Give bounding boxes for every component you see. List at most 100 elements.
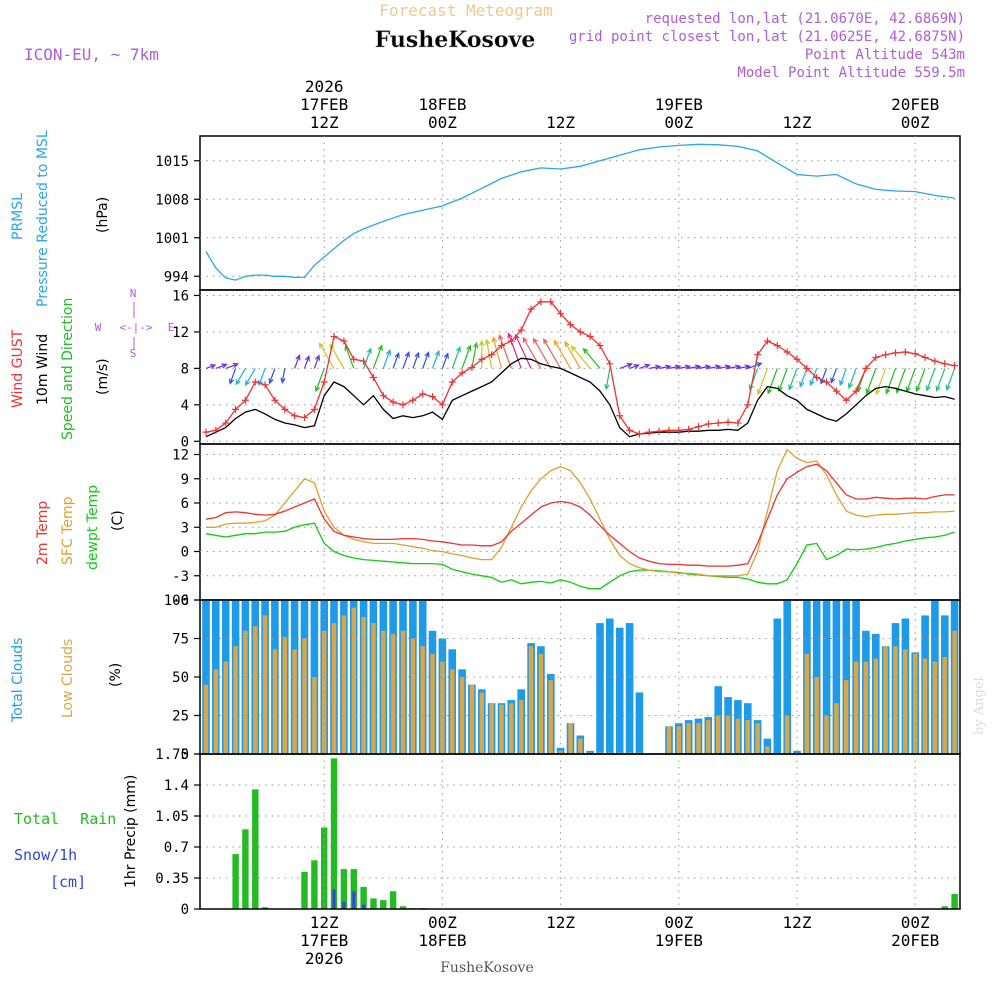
top-time-label: 20FEB [891, 95, 939, 114]
gust-marker [537, 298, 545, 306]
wind-arrow [737, 364, 751, 370]
top-time-label: 00Z [664, 113, 693, 132]
top-time-label: 2026 [305, 77, 344, 96]
gust-marker [882, 351, 890, 359]
total-cloud-bar [586, 750, 594, 754]
pressure-line [205, 143, 955, 281]
y-tick-label: 0.35 [155, 871, 189, 887]
wind-arrow [314, 368, 325, 393]
low-clouds-label: Low Clouds [60, 639, 76, 718]
wind-arrow [402, 351, 410, 369]
footer-location: FusheKosove [440, 960, 534, 976]
gust-marker [517, 326, 525, 334]
temp-2m-line [205, 463, 955, 567]
top-time-label: 12Z [310, 113, 339, 132]
gust-marker [212, 426, 220, 434]
gust-marker [241, 396, 249, 404]
low-cloud-bar [538, 653, 544, 754]
low-cloud-bar [676, 726, 681, 754]
top-time-label: 00Z [901, 113, 930, 132]
gust-marker [271, 396, 279, 404]
low-cloud-bar [361, 616, 366, 754]
compass-n: N [130, 287, 137, 300]
y-tick-label: 100 [164, 593, 189, 609]
temp-sfc-label: SFC Temp [60, 496, 76, 565]
low-cloud-bar [568, 723, 573, 754]
gust-marker [665, 426, 673, 434]
gust-marker [498, 342, 505, 350]
pressure-y-ticks: 994 1001 1008 1015 [155, 154, 200, 285]
wind-arrow [830, 368, 837, 384]
low-cloud-bar [735, 718, 741, 754]
wind-arrow [235, 368, 246, 386]
wind-speed-label: 10m Wind [35, 334, 51, 405]
low-cloud-bar [942, 657, 947, 754]
gust-marker [714, 419, 722, 427]
low-cloud-bar [765, 746, 770, 754]
rain-bar [242, 829, 249, 909]
gust-marker [301, 414, 308, 422]
wind-arrow [318, 342, 335, 369]
wind-arrow [698, 364, 712, 370]
gust-marker [429, 393, 437, 401]
gust-marker [823, 378, 831, 386]
low-cloud-bar [755, 723, 760, 754]
temperature-panel: -6 -3 0 3 6 9 12 2m Temp SFC Temp dewpt Temp (… [35, 443, 961, 609]
low-cloud-bar [262, 615, 268, 754]
bottom-time-label: 2026 [305, 949, 344, 968]
gust-marker [320, 378, 328, 386]
wind-arrow [629, 364, 640, 370]
wind-arrow [498, 334, 512, 369]
gust-marker [350, 355, 358, 363]
snow-bar [332, 889, 336, 909]
wind-arrow [639, 363, 651, 369]
gust-marker [744, 401, 752, 409]
gust-marker [399, 401, 407, 409]
low-cloud-bar [331, 623, 337, 754]
wind-arrow [799, 368, 808, 388]
wind-arrow [727, 364, 742, 370]
wind-arrow [461, 344, 472, 369]
total-rain-legend: Total Rain [14, 810, 116, 828]
requested-coords: requested lon,lat (21.0670E, 42.6869N) [645, 11, 965, 27]
y-tick-label: 1008 [155, 192, 189, 208]
rain-bar [261, 907, 269, 909]
total-cloud-bar [615, 627, 624, 754]
gust-marker [419, 390, 427, 398]
y-tick-label: 9 [181, 472, 189, 488]
gust-marker [773, 342, 781, 350]
temp-unit: (C) [110, 510, 126, 531]
wind-arrow [313, 354, 321, 369]
wind-arrow [688, 364, 702, 370]
gust-marker [911, 350, 919, 358]
top-time-label: 12Z [783, 113, 812, 132]
y-tick-label: 0 [181, 545, 189, 561]
wind-arrow [225, 362, 239, 369]
y-tick-label: 4 [181, 398, 189, 414]
snow-bar [352, 891, 356, 909]
wind-arrow [507, 332, 522, 369]
wind-arrow [718, 364, 732, 370]
low-cloud-bar [509, 703, 514, 754]
wind-arrow [809, 368, 818, 387]
low-cloud-bar [696, 723, 701, 754]
bottom-time-label: 18FEB [418, 931, 466, 950]
low-cloud-bar [932, 661, 938, 754]
y-tick-label: 6 [181, 496, 189, 512]
total-cloud-bar [635, 692, 644, 754]
rain-bar [389, 891, 397, 909]
low-cloud-bar [312, 677, 317, 754]
gust-marker [360, 357, 368, 365]
wind-arrow [491, 336, 503, 369]
bottom-time-label: 20FEB [891, 931, 939, 950]
total-cloud-bar [793, 750, 801, 754]
gust-marker [734, 419, 742, 427]
wind-arrow [570, 345, 591, 369]
wind-arrow [747, 362, 763, 369]
gust-marker [724, 418, 732, 426]
gust-marker [340, 337, 348, 345]
low-cloud-bar [834, 703, 839, 754]
gust-marker [655, 427, 663, 435]
low-cloud-bar [430, 653, 435, 754]
